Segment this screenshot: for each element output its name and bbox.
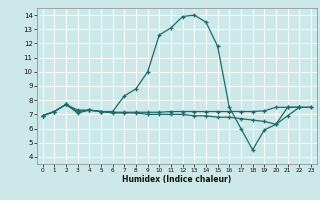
X-axis label: Humidex (Indice chaleur): Humidex (Indice chaleur) <box>122 175 231 184</box>
